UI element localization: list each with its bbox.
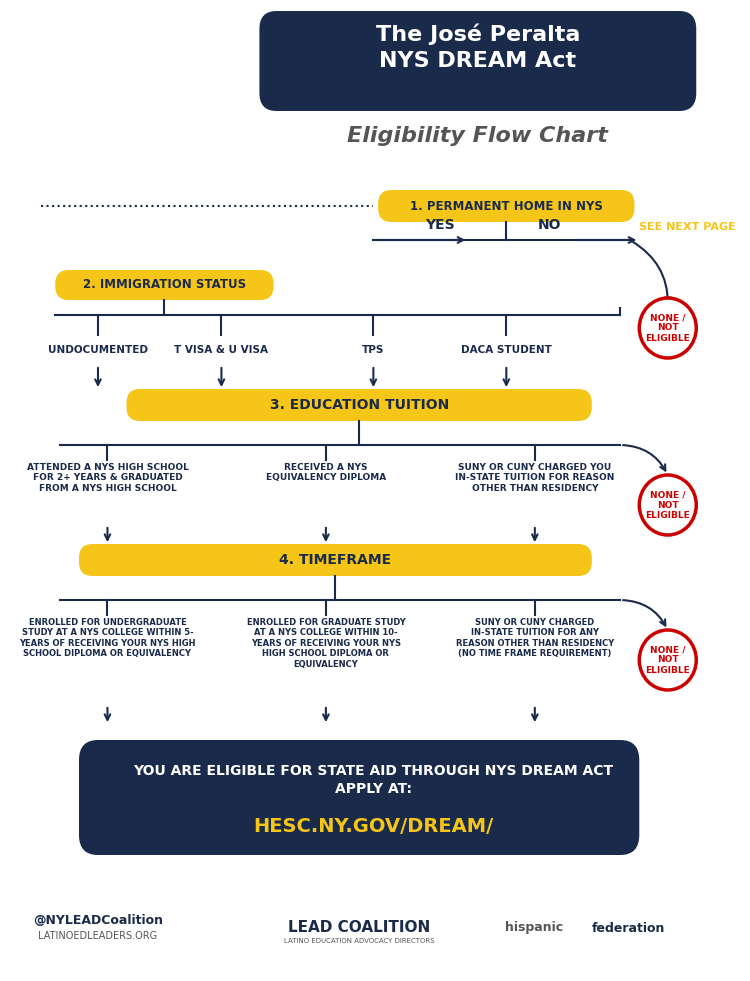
Text: ATTENDED A NYS HIGH SCHOOL
FOR 2+ YEARS & GRADUATED
FROM A NYS HIGH SCHOOL: ATTENDED A NYS HIGH SCHOOL FOR 2+ YEARS … bbox=[26, 463, 188, 492]
Text: DACA STUDENT: DACA STUDENT bbox=[461, 345, 552, 355]
Text: RECEIVED A NYS
EQUIVALENCY DIPLOMA: RECEIVED A NYS EQUIVALENCY DIPLOMA bbox=[266, 463, 386, 483]
Text: 3. EDUCATION TUITION: 3. EDUCATION TUITION bbox=[269, 398, 448, 412]
Text: NO: NO bbox=[537, 218, 561, 232]
Text: HESC.NY.GOV/DREAM/: HESC.NY.GOV/DREAM/ bbox=[254, 817, 494, 837]
Text: LEAD COALITION: LEAD COALITION bbox=[288, 920, 430, 936]
Text: The José Peralta
NYS DREAM Act: The José Peralta NYS DREAM Act bbox=[376, 23, 580, 71]
Text: LATINOEDLEADERS.ORG: LATINOEDLEADERS.ORG bbox=[38, 931, 158, 941]
Text: SUNY OR CUNY CHARGED
IN-STATE TUITION FOR ANY
REASON OTHER THAN RESIDENCY
(NO TI: SUNY OR CUNY CHARGED IN-STATE TUITION FO… bbox=[456, 618, 614, 658]
FancyBboxPatch shape bbox=[127, 389, 592, 421]
Text: 2. IMMIGRATION STATUS: 2. IMMIGRATION STATUS bbox=[83, 279, 246, 291]
Text: ENROLLED FOR UNDERGRADUATE
STUDY AT A NYS COLLEGE WITHIN 5-
YEARS OF RECEIVING Y: ENROLLED FOR UNDERGRADUATE STUDY AT A NY… bbox=[20, 618, 196, 658]
FancyBboxPatch shape bbox=[56, 270, 274, 300]
Text: T VISA & U VISA: T VISA & U VISA bbox=[175, 345, 268, 355]
Text: NONE /
NOT
ELIGIBLE: NONE / NOT ELIGIBLE bbox=[646, 490, 690, 520]
Text: YOU ARE ELIGIBLE FOR STATE AID THROUGH NYS DREAM ACT
APPLY AT:: YOU ARE ELIGIBLE FOR STATE AID THROUGH N… bbox=[134, 764, 614, 797]
Text: SUNY OR CUNY CHARGED YOU
IN-STATE TUITION FOR REASON
OTHER THAN RESIDENCY: SUNY OR CUNY CHARGED YOU IN-STATE TUITIO… bbox=[455, 463, 614, 492]
Text: LATINO EDUCATION ADVOCACY DIRECTORS: LATINO EDUCATION ADVOCACY DIRECTORS bbox=[284, 938, 434, 944]
Text: ENROLLED FOR GRADUATE STUDY
AT A NYS COLLEGE WITHIN 10-
YEARS OF RECEIVING YOUR : ENROLLED FOR GRADUATE STUDY AT A NYS COL… bbox=[247, 618, 405, 669]
Text: UNDOCUMENTED: UNDOCUMENTED bbox=[48, 345, 148, 355]
FancyBboxPatch shape bbox=[79, 544, 592, 576]
FancyBboxPatch shape bbox=[79, 740, 639, 855]
FancyBboxPatch shape bbox=[378, 190, 634, 222]
Text: @NYLEADCoalition: @NYLEADCoalition bbox=[33, 914, 163, 927]
Text: SEE NEXT PAGE: SEE NEXT PAGE bbox=[639, 222, 736, 232]
Circle shape bbox=[639, 298, 696, 358]
Text: TPS: TPS bbox=[362, 345, 385, 355]
Text: Eligibility Flow Chart: Eligibility Flow Chart bbox=[347, 126, 608, 146]
FancyBboxPatch shape bbox=[260, 11, 696, 111]
Text: 4. TIMEFRAME: 4. TIMEFRAME bbox=[279, 553, 392, 567]
Text: YES: YES bbox=[425, 218, 454, 232]
Text: NONE /
NOT
ELIGIBLE: NONE / NOT ELIGIBLE bbox=[646, 645, 690, 675]
Text: 1. PERMANENT HOME IN NYS: 1. PERMANENT HOME IN NYS bbox=[410, 199, 603, 213]
Text: hispanic: hispanic bbox=[506, 921, 563, 935]
Text: NONE /
NOT
ELIGIBLE: NONE / NOT ELIGIBLE bbox=[646, 313, 690, 343]
Text: federation: federation bbox=[592, 921, 665, 935]
Circle shape bbox=[639, 630, 696, 690]
Circle shape bbox=[639, 475, 696, 535]
